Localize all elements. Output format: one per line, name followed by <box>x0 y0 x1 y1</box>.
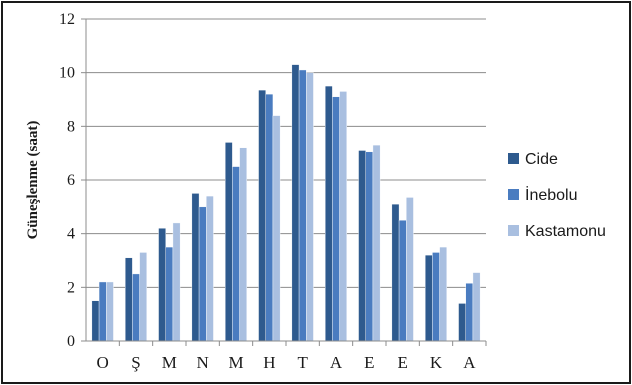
bar <box>91 300 100 342</box>
legend-swatch <box>508 153 519 164</box>
bar <box>398 220 407 342</box>
legend-label: Cide <box>525 151 558 168</box>
legend-label: İnebolu <box>525 185 578 204</box>
y-tick-label: 4 <box>67 226 75 243</box>
bar <box>332 96 340 342</box>
y-tick-label: 6 <box>67 172 75 189</box>
bar <box>365 151 374 342</box>
bar <box>198 206 207 342</box>
x-tick-label: E <box>397 353 407 372</box>
bar <box>106 281 114 342</box>
x-tick-label: A <box>463 353 476 372</box>
bar <box>325 85 333 342</box>
x-tick-label: O <box>97 353 109 372</box>
y-tick-label: 2 <box>67 279 75 296</box>
bar <box>265 93 274 342</box>
bar <box>124 257 133 342</box>
bar <box>432 252 440 342</box>
legend-swatch <box>508 225 519 236</box>
legend-label: Kastamonu <box>525 223 606 240</box>
legend-swatch <box>508 189 519 200</box>
y-tick-label: 10 <box>59 65 75 82</box>
bar <box>258 89 266 342</box>
y-tick-label: 12 <box>59 11 75 28</box>
x-tick-label: M <box>162 353 177 372</box>
y-axis-label: Güneşlenme (saat) <box>25 121 41 240</box>
bar <box>232 166 240 342</box>
x-tick-label: N <box>197 353 209 372</box>
x-tick-label: Ş <box>131 353 140 372</box>
bar <box>425 254 433 342</box>
bar <box>272 115 281 342</box>
x-tick-label: T <box>297 353 308 372</box>
bar <box>391 203 400 342</box>
bar <box>472 272 481 342</box>
x-tick-label: E <box>364 353 374 372</box>
bar <box>139 252 148 342</box>
bar <box>465 283 474 342</box>
y-tick-label: 8 <box>67 118 75 135</box>
bar <box>339 91 348 342</box>
y-axis-ticks: 0 2 4 6 8 10 12 <box>59 11 86 350</box>
grid-lines <box>86 18 486 288</box>
bar <box>224 142 233 342</box>
bar <box>358 150 366 342</box>
bar <box>132 273 140 342</box>
x-tick-label: H <box>263 353 275 372</box>
bars <box>91 64 481 342</box>
bar <box>172 222 181 342</box>
y-tick-label: 0 <box>67 333 75 350</box>
bar <box>458 303 466 342</box>
x-tick-label: A <box>330 353 343 372</box>
bar <box>165 246 174 342</box>
bar <box>158 228 166 342</box>
bar <box>406 197 414 342</box>
bar <box>439 246 448 342</box>
bar <box>298 69 307 342</box>
bar <box>372 144 381 342</box>
x-tick-label: M <box>228 353 243 372</box>
x-tick-label: K <box>430 353 443 372</box>
bar <box>191 193 200 342</box>
legend: Cide İnebolu Kastamonu <box>508 151 606 240</box>
bar <box>206 195 214 342</box>
bar <box>306 72 314 342</box>
bar <box>291 64 300 342</box>
bar <box>239 147 248 342</box>
bar <box>98 281 107 342</box>
